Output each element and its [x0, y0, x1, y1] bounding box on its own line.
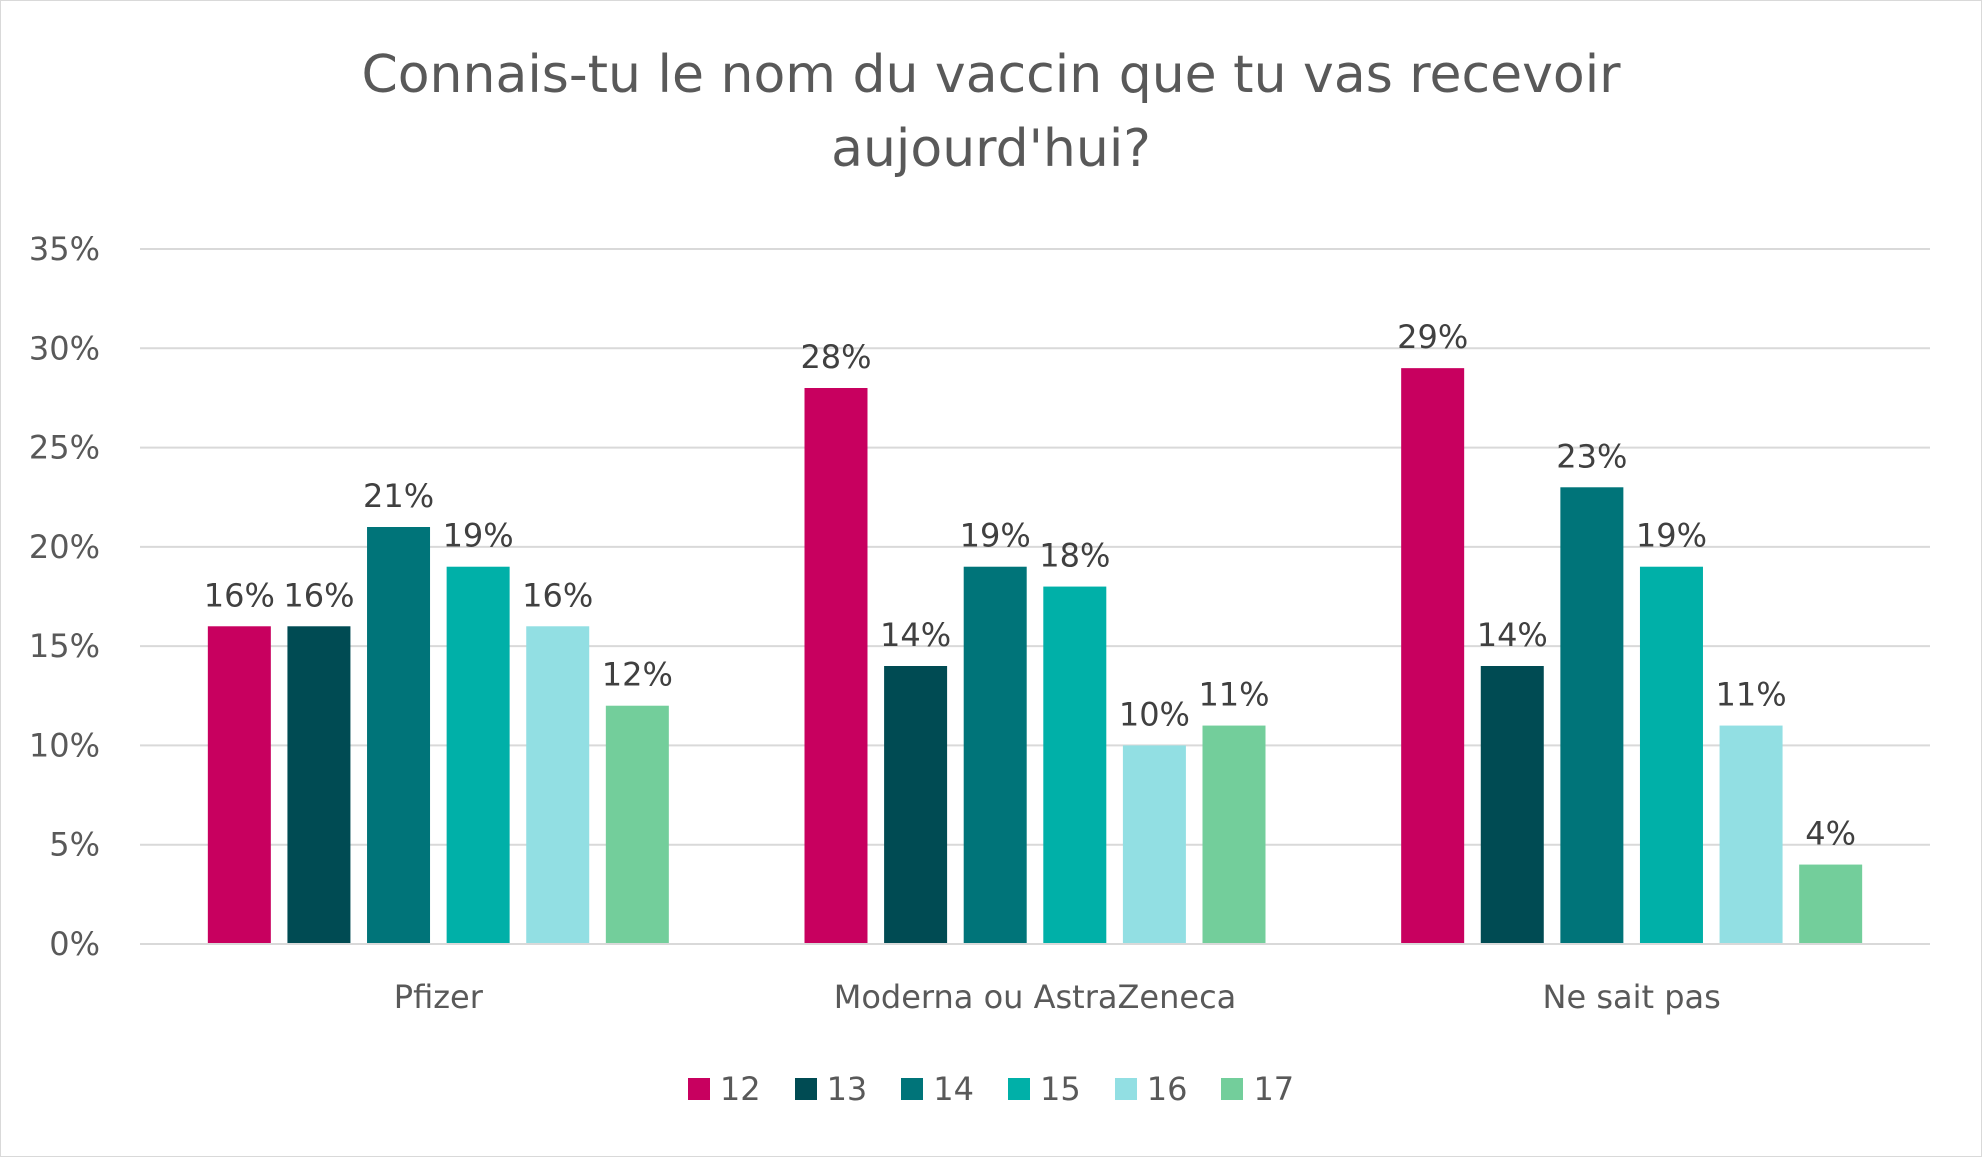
legend-item: 17 [1221, 1070, 1294, 1108]
bar-12 [207, 626, 271, 944]
data-label: 14% [1477, 616, 1548, 654]
x-axis: Pfizer Moderna ou AstraZeneca Ne sait pas [140, 943, 1930, 1016]
bar-17 [1202, 725, 1266, 944]
legend-label: 13 [826, 1070, 868, 1108]
data-label: 21% [363, 477, 434, 515]
bar-16 [1719, 725, 1783, 944]
legend-label: 12 [719, 1070, 761, 1108]
bar-16 [1122, 745, 1186, 944]
bar-12 [804, 388, 868, 944]
y-tick-label: 35% [29, 230, 100, 268]
chart-title-line-1: Connais-tu le nom du vaccin que tu vas r… [361, 45, 1621, 105]
legend-label: 17 [1253, 1070, 1295, 1108]
data-label: 29% [1397, 318, 1468, 356]
data-label: 11% [1716, 676, 1787, 714]
legend-item: 15 [1008, 1070, 1081, 1108]
bar-15 [1639, 566, 1703, 944]
bar-14 [367, 527, 431, 944]
legend-swatch [1221, 1078, 1244, 1100]
chart-title-line-2: aujourd'hui? [831, 119, 1151, 179]
y-tick-label: 30% [29, 329, 100, 367]
data-label: 14% [880, 616, 951, 654]
y-tick-label: 20% [29, 528, 100, 566]
bars [207, 368, 1863, 945]
bar-17 [605, 705, 669, 944]
data-label: 4% [1805, 815, 1856, 853]
data-label: 19% [443, 517, 514, 555]
data-label: 10% [1119, 695, 1190, 733]
y-tick-label: 15% [29, 627, 100, 665]
legend-item: 13 [794, 1070, 868, 1108]
legend-swatch [794, 1078, 817, 1100]
bar-14 [1560, 487, 1624, 944]
y-tick-label: 0% [49, 925, 100, 963]
bar-12 [1401, 368, 1465, 945]
data-label: 23% [1556, 437, 1627, 475]
legend-swatch [1114, 1078, 1137, 1100]
bar-14 [963, 566, 1027, 944]
legend-label: 16 [1146, 1070, 1188, 1108]
chart-title: Connais-tu le nom du vaccin que tu vas r… [0, 38, 1982, 186]
data-label: 19% [960, 517, 1031, 555]
x-category-label: Pfizer [394, 978, 484, 1016]
y-tick-label: 5% [49, 826, 100, 864]
data-label: 16% [283, 576, 354, 614]
data-label: 18% [1039, 537, 1110, 575]
bar-15 [1043, 586, 1107, 944]
bar-13 [287, 626, 351, 944]
data-label: 28% [800, 338, 871, 376]
legend-swatch [901, 1078, 924, 1100]
legend-item: 16 [1114, 1070, 1188, 1108]
legend-swatch [1008, 1078, 1030, 1100]
data-label: 16% [204, 576, 275, 614]
bar-17 [1799, 864, 1863, 944]
y-axis: 0% 5% 10% 15% 20% 25% 30% 35% [29, 230, 100, 963]
y-tick-label: 10% [29, 726, 100, 764]
x-category-label: Moderna ou AstraZeneca [834, 978, 1237, 1016]
x-category-label: Ne sait pas [1543, 978, 1721, 1016]
bar-15 [446, 566, 510, 944]
legend-swatch [687, 1078, 710, 1100]
data-label: 16% [522, 576, 593, 614]
bar-13 [884, 666, 948, 944]
data-label: 12% [602, 656, 673, 694]
legend-label: 14 [933, 1070, 974, 1108]
y-tick-label: 25% [29, 429, 100, 467]
legend-item: 12 [687, 1070, 761, 1108]
legend-item: 14 [901, 1070, 974, 1108]
legend: 12 13 14 15 16 17 [0, 1066, 1982, 1112]
data-labels: 16% 16%21%19%16%12%28%14%19%18%10%11%29%1… [204, 318, 1856, 852]
data-label: 19% [1636, 517, 1707, 555]
bar-13 [1480, 666, 1544, 944]
legend-label: 15 [1040, 1070, 1081, 1108]
data-label: 11% [1198, 676, 1269, 714]
bar-16 [526, 626, 590, 944]
